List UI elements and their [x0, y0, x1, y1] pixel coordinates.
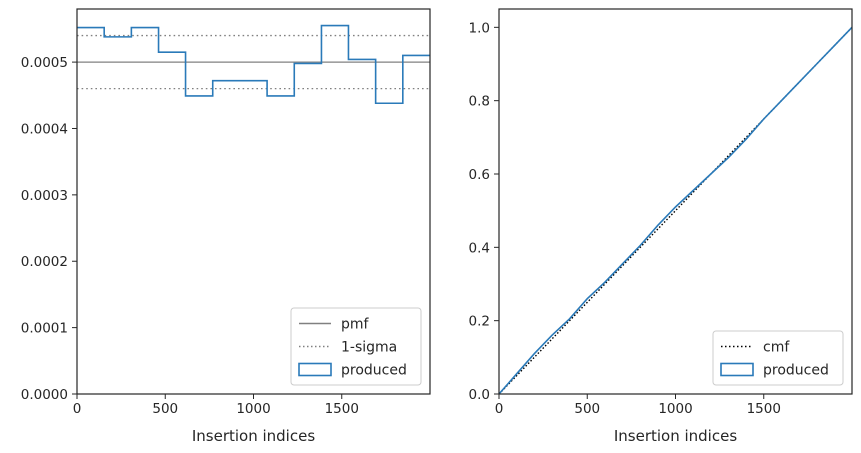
y-tick-label: 0.6	[469, 167, 490, 183]
y-tick-label: 0.0003	[21, 188, 68, 204]
y-tick-label: 0.0002	[21, 254, 68, 270]
legend-box	[290, 307, 422, 386]
cmf-panel: 0 500 1000 1500 0.0 0.2 0.4 0.6 0.8 1.0 Insertion …	[469, 8, 853, 445]
legend: cmf produced	[712, 330, 844, 386]
series-line-produced	[77, 24, 430, 105]
y-tick-label: 0.0005	[21, 55, 68, 71]
legend: pmf 1-sigma produced	[290, 307, 422, 386]
plot-area	[77, 24, 430, 105]
legend-label: 1-sigma	[341, 340, 397, 356]
plot-area	[499, 26, 852, 394]
series-line-produced	[499, 26, 852, 394]
x-axis-label: Insertion indices	[614, 427, 737, 445]
y-tick-label: 0.4	[469, 240, 490, 256]
legend-label: pmf	[341, 317, 370, 333]
legend-label: cmf	[763, 340, 790, 356]
legend-swatch-produced	[298, 362, 332, 377]
y-tick-label: 0.2	[469, 314, 490, 330]
x-tick-label: 1000	[658, 401, 692, 417]
legend-box	[712, 330, 844, 386]
x-tick-label: 1000	[236, 401, 270, 417]
y-tick-label: 0.0	[469, 387, 490, 403]
legend-swatch-produced	[720, 362, 754, 377]
x-tick-label: 1500	[747, 401, 781, 417]
y-tick-label: 0.0000	[21, 387, 68, 403]
legend-label: produced	[763, 363, 829, 379]
y-tick-label: 1.0	[469, 20, 490, 36]
y-tick-label: 0.0004	[21, 121, 68, 137]
legend-label: produced	[341, 363, 407, 379]
y-tick-label: 0.8	[469, 94, 490, 110]
x-tick-label: 1500	[325, 401, 359, 417]
y-tick-label: 0.0001	[21, 321, 68, 337]
x-tick-label: 500	[152, 401, 178, 417]
x-tick-label: 500	[574, 401, 600, 417]
x-tick-label: 0	[495, 401, 504, 417]
x-axis-label: Insertion indices	[192, 427, 315, 445]
x-tick-label: 0	[73, 401, 82, 417]
pmf-histogram-panel: 0 500 1000 1500 0.0000 0.0001 0.0002 0.0003 0.00…	[21, 8, 431, 445]
